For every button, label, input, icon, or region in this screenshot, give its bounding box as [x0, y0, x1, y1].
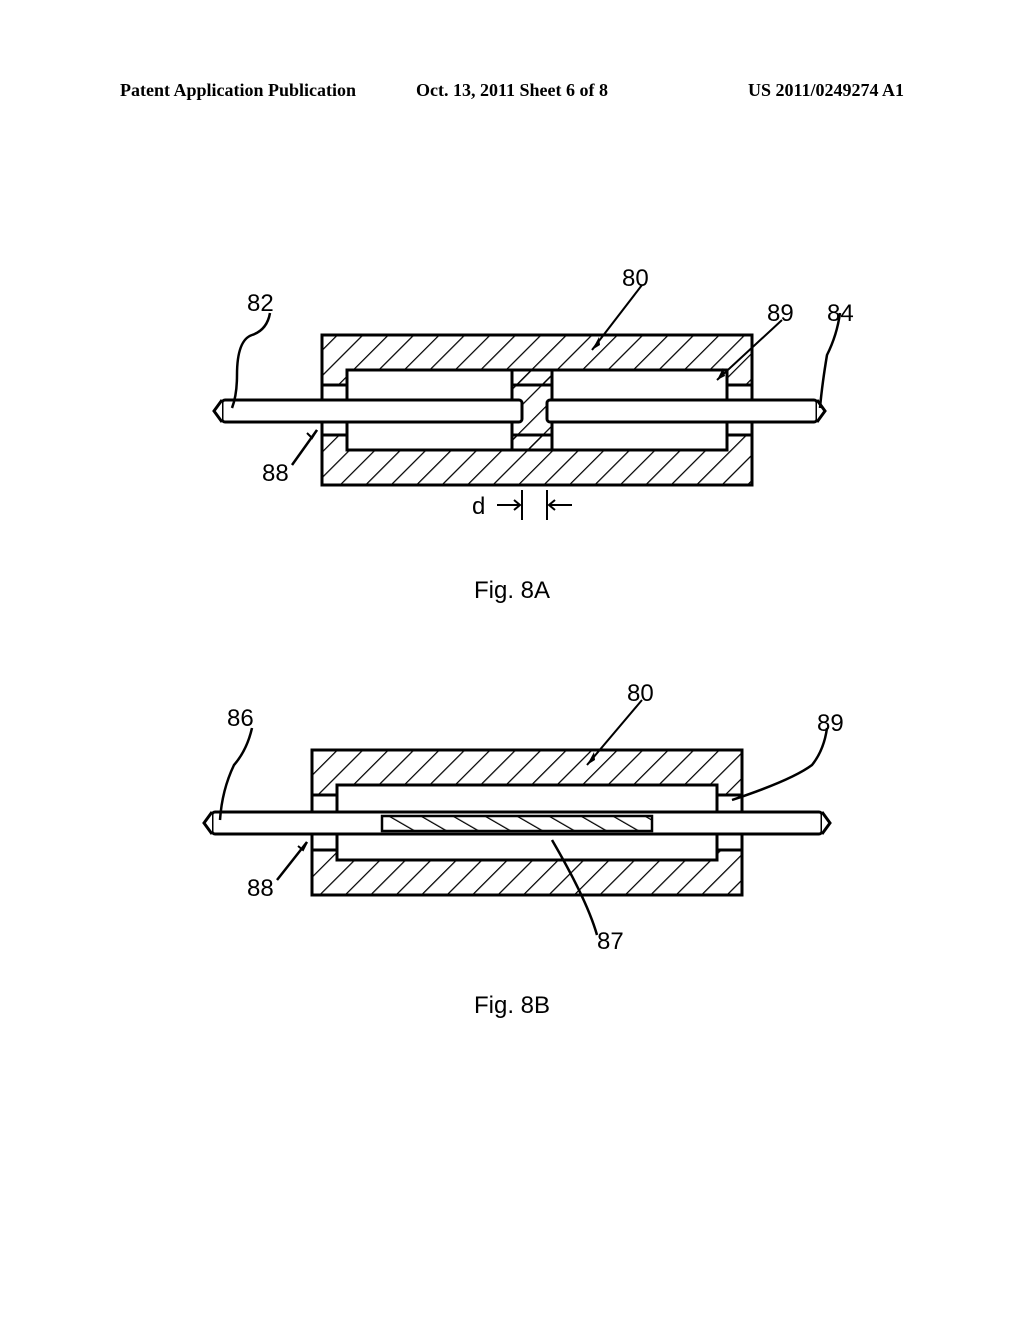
ref-86: 86 — [227, 705, 254, 733]
ref-88-b: 88 — [247, 875, 274, 903]
page-header: Patent Application Publication Oct. 13, … — [0, 80, 1024, 101]
ref-89-b: 89 — [817, 710, 844, 738]
ref-84: 84 — [827, 300, 854, 328]
ref-82: 82 — [247, 290, 274, 318]
ref-88-a: 88 — [262, 460, 289, 488]
ref-80-b: 80 — [627, 680, 654, 708]
figure-8a-label: Fig. 8A — [474, 577, 550, 605]
ref-80-a: 80 — [622, 265, 649, 293]
header-patent-number: US 2011/0249274 A1 — [643, 80, 904, 101]
ref-87: 87 — [597, 928, 624, 956]
ref-d: d — [472, 493, 485, 521]
ref-89-a: 89 — [767, 300, 794, 328]
figure-8b: 80 86 89 88 87 Fig. 8B — [152, 680, 872, 1000]
header-publication: Patent Application Publication — [120, 80, 381, 101]
figure-8a: 80 82 89 84 88 d Fig. 8A — [152, 265, 872, 585]
header-sheet-info: Oct. 13, 2011 Sheet 6 of 8 — [381, 80, 642, 101]
figure-8b-label: Fig. 8B — [474, 992, 550, 1020]
figure-8b-svg — [152, 680, 872, 980]
